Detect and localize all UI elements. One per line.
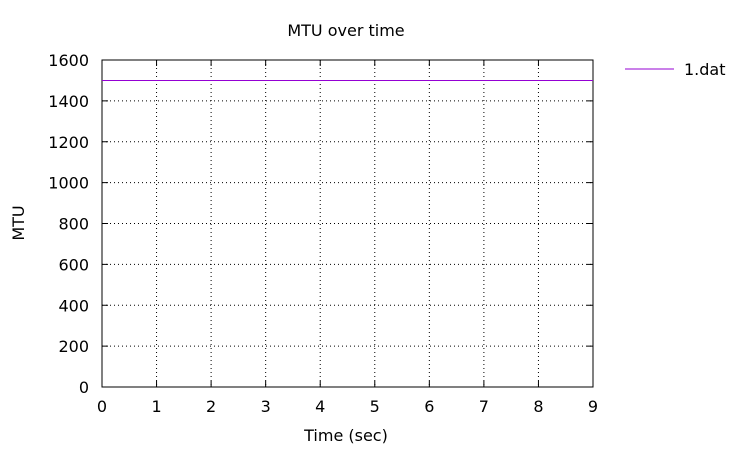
x-tick-label: 2 — [206, 397, 216, 416]
x-axis-label: Time (sec) — [303, 426, 388, 445]
grid-lines — [102, 60, 593, 387]
y-tick-label: 800 — [58, 215, 89, 234]
x-tick-label: 4 — [315, 397, 325, 416]
y-tick-label: 1400 — [48, 92, 89, 111]
legend: 1.dat — [625, 60, 726, 79]
y-tick-label: 200 — [58, 337, 89, 356]
y-tick-label: 1200 — [48, 133, 89, 152]
x-tick-label: 5 — [370, 397, 380, 416]
x-tick-label: 1 — [151, 397, 161, 416]
y-tick-label: 1600 — [48, 51, 89, 70]
chart-title: MTU over time — [287, 21, 404, 40]
y-tick-label: 600 — [58, 255, 89, 274]
x-tick-label: 9 — [588, 397, 598, 416]
y-tick-label: 0 — [79, 378, 89, 397]
x-tick-label: 0 — [97, 397, 107, 416]
x-tick-label: 7 — [479, 397, 489, 416]
y-tick-label: 400 — [58, 296, 89, 315]
y-tick-label: 1000 — [48, 174, 89, 193]
y-tick-labels: 0 200 400 600 800 1000 1200 1400 1600 — [48, 51, 89, 397]
x-tick-label: 3 — [261, 397, 271, 416]
plot-frame — [101, 59, 594, 388]
legend-label: 1.dat — [684, 60, 726, 79]
axis-ticks — [101, 59, 594, 388]
x-tick-labels: 0 1 2 3 4 5 6 7 8 9 — [97, 397, 598, 416]
y-axis-label: MTU — [9, 205, 28, 240]
x-tick-label: 8 — [533, 397, 543, 416]
x-tick-label: 6 — [424, 397, 434, 416]
